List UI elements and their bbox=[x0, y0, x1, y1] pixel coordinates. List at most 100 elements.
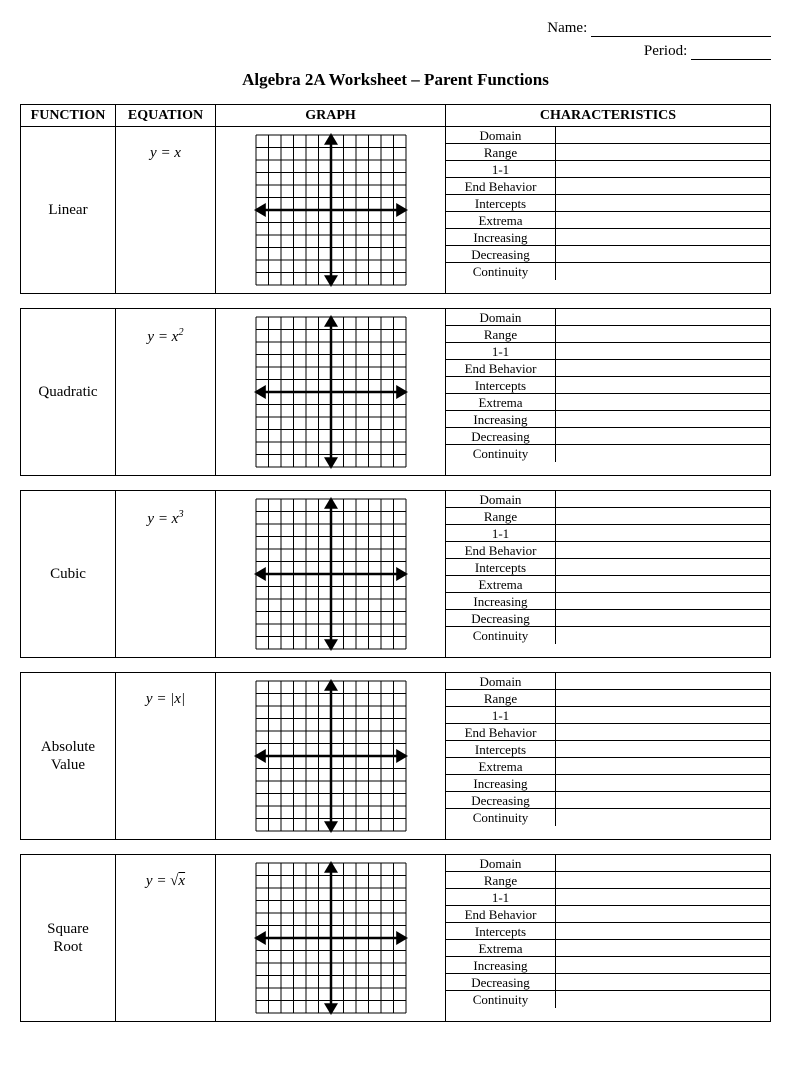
characteristic-value-blank[interactable] bbox=[556, 525, 770, 541]
characteristic-value-blank[interactable] bbox=[556, 610, 770, 626]
characteristic-row: Extrema bbox=[446, 758, 770, 775]
characteristic-row: Decreasing bbox=[446, 428, 770, 445]
characteristic-value-blank[interactable] bbox=[556, 377, 770, 393]
characteristic-value-blank[interactable] bbox=[556, 690, 770, 706]
graph-cell bbox=[216, 127, 445, 293]
characteristic-value-blank[interactable] bbox=[556, 445, 770, 462]
characteristic-label: End Behavior bbox=[446, 542, 556, 558]
characteristic-value-blank[interactable] bbox=[556, 559, 770, 575]
characteristics-table: Domain Range 1-1 End Behavior Intercepts… bbox=[446, 491, 770, 657]
characteristic-row: Increasing bbox=[446, 229, 770, 246]
characteristic-value-blank[interactable] bbox=[556, 246, 770, 262]
characteristic-value-blank[interactable] bbox=[556, 542, 770, 558]
characteristic-value-blank[interactable] bbox=[556, 229, 770, 245]
name-blank[interactable] bbox=[591, 23, 771, 37]
equation-cell: y = √x bbox=[116, 855, 215, 1021]
characteristic-value-blank[interactable] bbox=[556, 428, 770, 444]
characteristic-value-blank[interactable] bbox=[556, 360, 770, 376]
characteristic-value-blank[interactable] bbox=[556, 593, 770, 609]
characteristic-value-blank[interactable] bbox=[556, 326, 770, 342]
characteristic-row: 1-1 bbox=[446, 525, 770, 542]
characteristic-value-blank[interactable] bbox=[556, 212, 770, 228]
characteristic-value-blank[interactable] bbox=[556, 940, 770, 956]
characteristic-value-blank[interactable] bbox=[556, 741, 770, 757]
characteristic-value-blank[interactable] bbox=[556, 343, 770, 359]
characteristic-value-blank[interactable] bbox=[556, 906, 770, 922]
header-equation: EQUATION bbox=[116, 105, 215, 127]
characteristic-value-blank[interactable] bbox=[556, 974, 770, 990]
characteristic-label: Extrema bbox=[446, 212, 556, 228]
characteristic-value-blank[interactable] bbox=[556, 627, 770, 644]
characteristic-value-blank[interactable] bbox=[556, 394, 770, 410]
header-function: FUNCTION bbox=[21, 105, 115, 127]
characteristic-row: Range bbox=[446, 326, 770, 343]
characteristic-row: Range bbox=[446, 690, 770, 707]
equation-cell: y = x3 bbox=[116, 491, 215, 657]
function-block: Quadratic y = x2 Domain Range bbox=[20, 308, 771, 476]
characteristic-value-blank[interactable] bbox=[556, 792, 770, 808]
characteristic-value-blank[interactable] bbox=[556, 178, 770, 194]
characteristics-table: Domain Range 1-1 End Behavior Intercepts… bbox=[446, 309, 770, 475]
characteristic-label: Range bbox=[446, 690, 556, 706]
characteristic-value-blank[interactable] bbox=[556, 508, 770, 524]
characteristic-row: End Behavior bbox=[446, 360, 770, 377]
characteristic-label: Range bbox=[446, 144, 556, 160]
column-characteristics: Domain Range 1-1 End Behavior Intercepts… bbox=[446, 855, 770, 1021]
equation-cell: y = |x| bbox=[116, 673, 215, 839]
function-name: AbsoluteValue bbox=[41, 738, 95, 774]
characteristic-value-blank[interactable] bbox=[556, 144, 770, 160]
column-equation: y = x3 bbox=[116, 491, 216, 657]
characteristic-value-blank[interactable] bbox=[556, 809, 770, 826]
function-name: Cubic bbox=[50, 565, 86, 583]
equation-cell: y = x bbox=[116, 127, 215, 293]
characteristic-row: Decreasing bbox=[446, 792, 770, 809]
characteristic-label: Extrema bbox=[446, 758, 556, 774]
characteristic-value-blank[interactable] bbox=[556, 957, 770, 973]
characteristic-label: Extrema bbox=[446, 576, 556, 592]
characteristic-row: Domain bbox=[446, 491, 770, 508]
characteristic-value-blank[interactable] bbox=[556, 576, 770, 592]
characteristic-value-blank[interactable] bbox=[556, 775, 770, 791]
characteristic-value-blank[interactable] bbox=[556, 263, 770, 280]
characteristic-label: Domain bbox=[446, 127, 556, 143]
column-function: Cubic bbox=[21, 491, 116, 657]
period-blank[interactable] bbox=[691, 46, 771, 60]
characteristic-value-blank[interactable] bbox=[556, 889, 770, 905]
characteristic-value-blank[interactable] bbox=[556, 411, 770, 427]
column-characteristics: Domain Range 1-1 End Behavior Intercepts… bbox=[446, 491, 770, 657]
characteristic-value-blank[interactable] bbox=[556, 872, 770, 888]
characteristic-value-blank[interactable] bbox=[556, 195, 770, 211]
characteristic-value-blank[interactable] bbox=[556, 707, 770, 723]
function-block: AbsoluteValue y = |x| Domain Range bbox=[20, 672, 771, 840]
characteristic-row: Domain bbox=[446, 309, 770, 326]
characteristic-value-blank[interactable] bbox=[556, 309, 770, 325]
coordinate-grid bbox=[254, 861, 408, 1015]
characteristic-value-blank[interactable] bbox=[556, 991, 770, 1008]
characteristic-label: Domain bbox=[446, 673, 556, 689]
characteristic-label: Domain bbox=[446, 855, 556, 871]
characteristic-value-blank[interactable] bbox=[556, 923, 770, 939]
characteristic-row: Intercepts bbox=[446, 559, 770, 576]
characteristic-row: Decreasing bbox=[446, 246, 770, 263]
function-name: Quadratic bbox=[38, 383, 97, 401]
characteristic-label: Decreasing bbox=[446, 610, 556, 626]
characteristic-value-blank[interactable] bbox=[556, 758, 770, 774]
characteristic-label: Continuity bbox=[446, 991, 556, 1008]
column-equation: y = |x| bbox=[116, 673, 216, 839]
characteristic-label: End Behavior bbox=[446, 724, 556, 740]
characteristic-row: Domain bbox=[446, 673, 770, 690]
characteristic-label: Continuity bbox=[446, 263, 556, 280]
characteristic-value-blank[interactable] bbox=[556, 673, 770, 689]
characteristic-row: 1-1 bbox=[446, 889, 770, 906]
characteristic-value-blank[interactable] bbox=[556, 724, 770, 740]
characteristic-value-blank[interactable] bbox=[556, 491, 770, 507]
characteristic-row: Extrema bbox=[446, 212, 770, 229]
characteristic-label: Decreasing bbox=[446, 792, 556, 808]
characteristic-label: Intercepts bbox=[446, 195, 556, 211]
characteristic-label: Continuity bbox=[446, 809, 556, 826]
characteristic-value-blank[interactable] bbox=[556, 855, 770, 871]
characteristic-label: End Behavior bbox=[446, 906, 556, 922]
characteristic-value-blank[interactable] bbox=[556, 161, 770, 177]
function-block: SquareRoot y = √x Domain Range bbox=[20, 854, 771, 1022]
characteristic-value-blank[interactable] bbox=[556, 127, 770, 143]
